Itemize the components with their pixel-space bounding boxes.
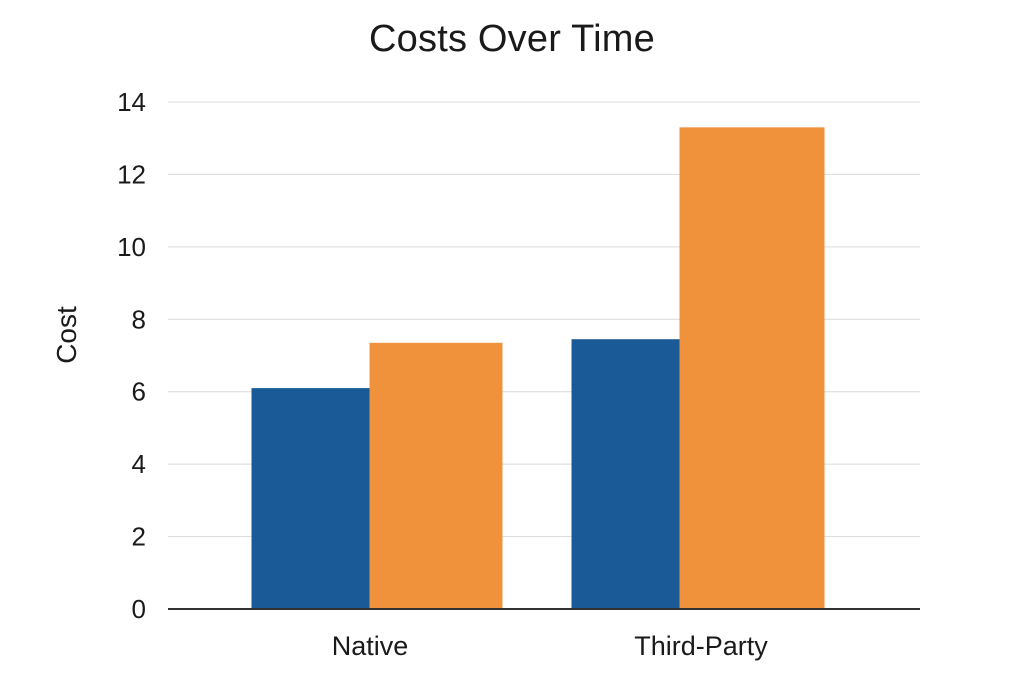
x-tick-label: Native: [332, 631, 409, 661]
chart-title: Costs Over Time: [369, 18, 655, 60]
x-tick-label: Third-Party: [634, 631, 768, 661]
y-tick-label: 8: [132, 304, 146, 334]
y-tick-label: 14: [117, 87, 146, 117]
y-tick-label: 4: [132, 449, 146, 479]
y-tick-label: 10: [117, 232, 146, 262]
y-tick-label: 12: [117, 159, 146, 189]
y-tick-label: 0: [132, 594, 146, 624]
y-tick-label: 6: [132, 377, 146, 407]
bars: [251, 127, 825, 609]
tick-labels: 0 2 4 6 8 10 12 14 Native Third-Party: [117, 87, 768, 661]
bar: [571, 339, 680, 609]
bar: [251, 388, 370, 609]
y-tick-label: 2: [132, 522, 146, 552]
bar: [679, 127, 825, 609]
bar: [369, 342, 503, 609]
